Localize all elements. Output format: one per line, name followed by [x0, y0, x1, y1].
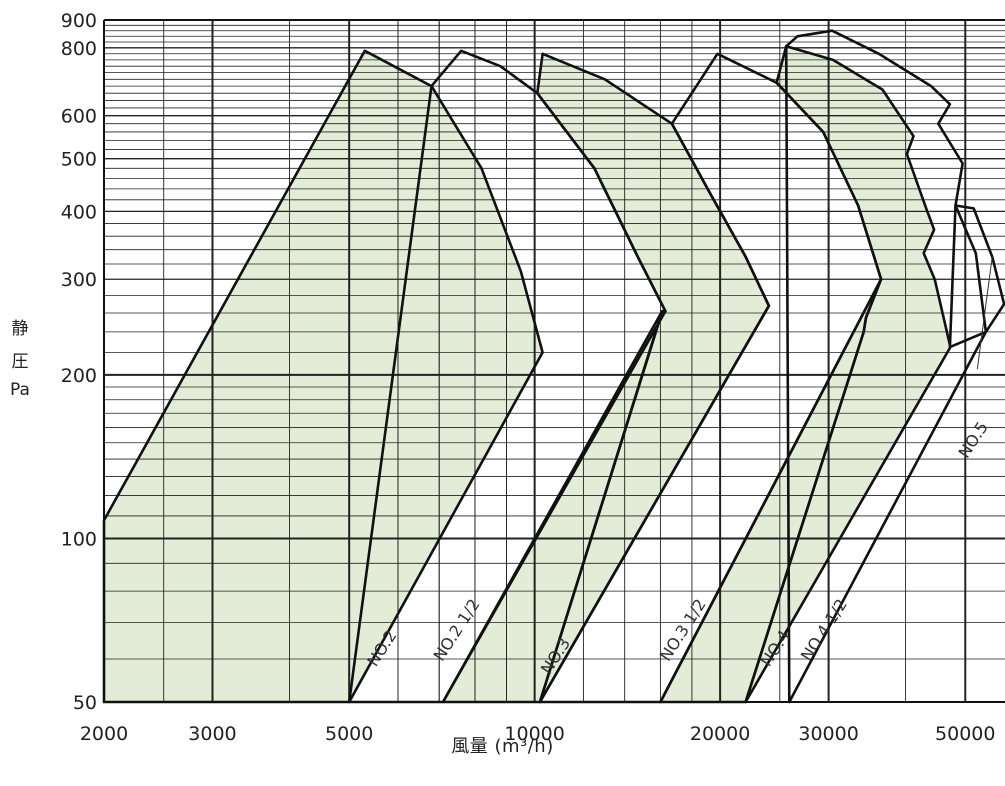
band-label-6: NO.5	[955, 418, 992, 461]
y-tick-600: 600	[61, 106, 97, 128]
outline-layer	[102, 29, 1005, 704]
band-outline-NO.2-0	[102, 49, 544, 704]
y-tick-900: 900	[61, 10, 97, 32]
y-tick-400: 400	[61, 201, 97, 223]
band-outline-NO.4-6	[744, 44, 952, 704]
band-outline-NO.4 1/2-7	[784, 29, 1005, 704]
x-tick-2000: 2000	[80, 723, 128, 745]
x-tick-20000: 20000	[690, 723, 750, 745]
x-tick-3000: 3000	[188, 723, 236, 745]
y-axis-title-2: 圧	[11, 352, 29, 372]
band-fill-NO.4	[745, 46, 951, 703]
x-tick-50000: 50000	[935, 723, 995, 745]
y-tick-500: 500	[61, 149, 97, 171]
x-axis-title: 風量 (m³/h)	[451, 736, 554, 757]
x-tick-5000: 5000	[325, 723, 373, 745]
y-tick-800: 800	[61, 38, 97, 60]
y-tick-200: 200	[61, 365, 97, 387]
band-outline-NO.5-8	[948, 204, 988, 349]
band-label-5: NO.4 1/2	[797, 595, 851, 664]
y-axis-title-1: 静	[11, 319, 29, 339]
y-axis-title-3: Pa	[10, 380, 30, 400]
x-tick-30000: 30000	[798, 723, 858, 745]
y-tick-50: 50	[73, 692, 97, 714]
y-tick-100: 100	[61, 528, 97, 550]
band-fill-NO.3	[537, 53, 769, 703]
grid-layer	[103, 19, 1005, 703]
y-tick-300: 300	[61, 269, 97, 291]
tick-labels-layer: 2000 3000 5000 10000 20000 30000 50000 50 100 200…	[61, 10, 996, 745]
no5-leader-line	[976, 256, 993, 370]
x-tick-10000: 10000	[504, 723, 564, 745]
